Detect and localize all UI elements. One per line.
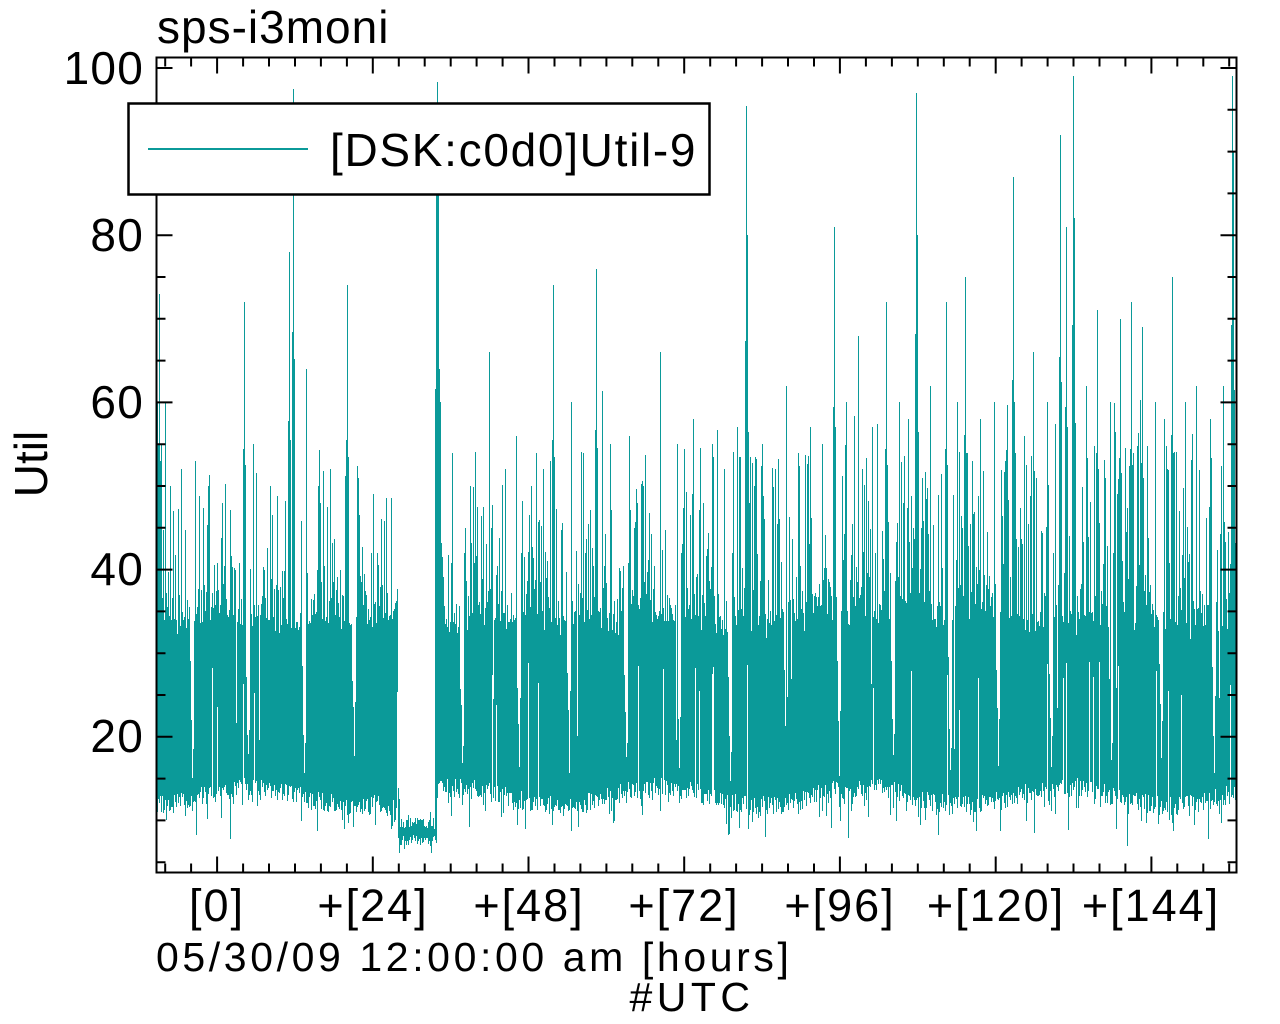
svg-text:+[120]: +[120] xyxy=(927,880,1065,931)
svg-text:[DSK:c0d0]Util-9: [DSK:c0d0]Util-9 xyxy=(330,124,697,176)
svg-text:+[48]: +[48] xyxy=(473,880,584,931)
svg-text:Util: Util xyxy=(5,431,57,497)
svg-text:[0]: [0] xyxy=(189,880,245,931)
svg-text:100: 100 xyxy=(64,42,144,94)
svg-text:#UTC: #UTC xyxy=(629,974,754,1020)
svg-text:sps-i3moni: sps-i3moni xyxy=(157,1,389,53)
svg-text:+[72]: +[72] xyxy=(628,880,739,931)
svg-text:+[96]: +[96] xyxy=(784,880,895,931)
svg-text:80: 80 xyxy=(90,209,144,261)
svg-text:+[24]: +[24] xyxy=(317,880,428,931)
svg-text:20: 20 xyxy=(90,710,144,762)
svg-text:60: 60 xyxy=(90,376,144,428)
svg-text:05/30/09 12:00:00 am [hours]: 05/30/09 12:00:00 am [hours] xyxy=(156,934,792,980)
svg-text:+[144]: +[144] xyxy=(1082,880,1220,931)
svg-text:40: 40 xyxy=(90,543,144,595)
